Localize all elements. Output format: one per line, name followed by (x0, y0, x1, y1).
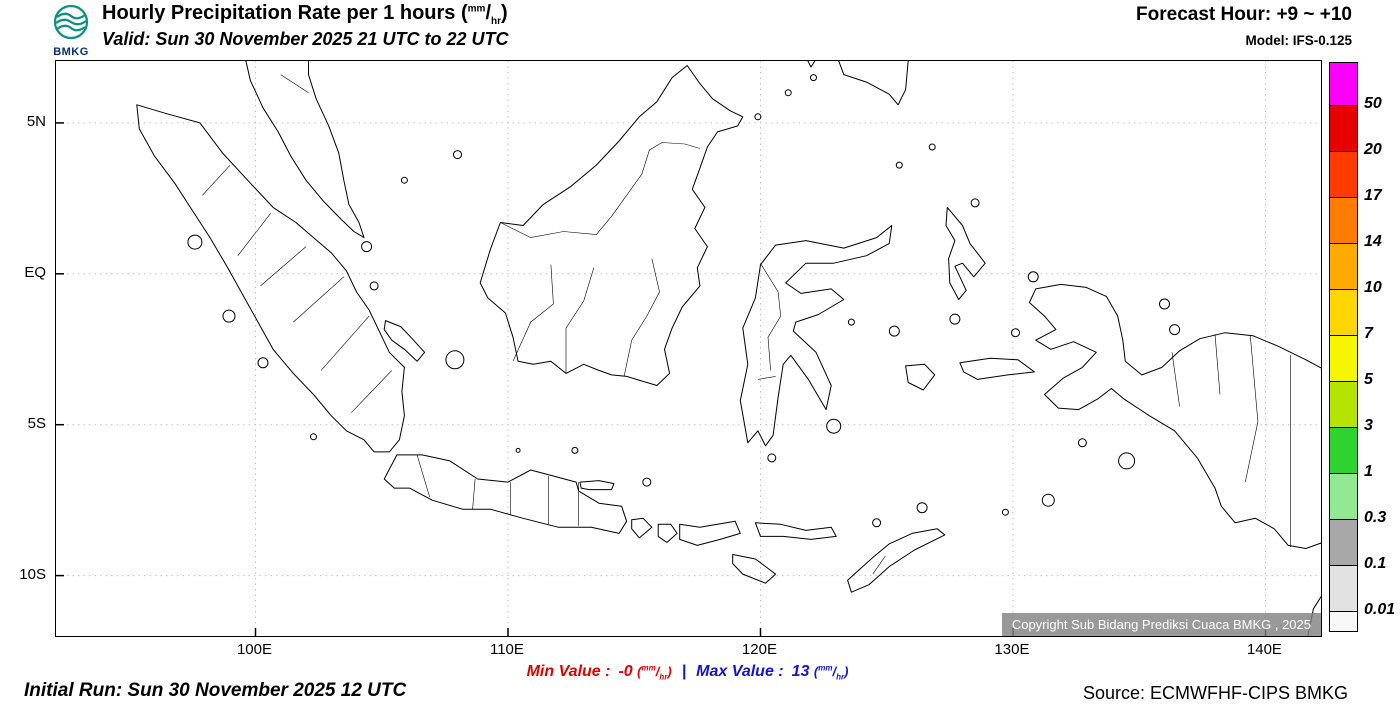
legend-value-label: 17 (1364, 187, 1382, 204)
legend-value-label: 7 (1364, 325, 1373, 342)
bmkg-logo: BMKG (44, 2, 98, 58)
legend-swatch (1330, 566, 1357, 612)
legend-value-label: 14 (1364, 233, 1382, 250)
bmkg-logo-text: BMKG (53, 46, 89, 58)
legend-swatch (1330, 152, 1357, 198)
legend-value-label: 0.01 (1364, 601, 1396, 618)
legend-swatch (1330, 244, 1357, 290)
min-value: -0 (618, 663, 633, 680)
longitude-axis-label: 130E (994, 641, 1030, 658)
map-vector-overlay (56, 46, 1332, 652)
page-title: Hourly Precipitation Rate per 1 hours (m… (102, 2, 508, 27)
latitude-axis-label: EQ (24, 263, 46, 281)
longitude-axis-label: 100E (236, 641, 272, 658)
copyright-watermark: Copyright Sub Bidang Prediksi Cuaca BMKG… (1001, 613, 1321, 636)
model-info: Model: IFS-0.125 (1245, 33, 1352, 48)
legend-swatch (1330, 612, 1357, 631)
latitude-axis-label: 5N (26, 112, 46, 130)
legend-value-label: 50 (1364, 95, 1382, 112)
map-area: Copyright Sub Bidang Prediksi Cuaca BMKG… (55, 46, 1332, 652)
legend-value-label: 5 (1364, 371, 1373, 388)
model-value: IFS-0.125 (1292, 33, 1352, 48)
forecast-hour-value: +9 ~ +10 (1276, 4, 1352, 25)
legend-value-label: 20 (1364, 141, 1382, 158)
unit-numerator: mm (467, 3, 486, 15)
legend-swatch (1330, 474, 1357, 520)
source-text: Source: ECMWFHF-CIPS BMKG (1082, 683, 1348, 703)
forecast-hour-label: Forecast Hour: (1136, 4, 1272, 25)
legend-swatch (1330, 290, 1357, 336)
page-title-unit: (mm/hr) (460, 2, 508, 27)
min-value-label: Min Value : (526, 663, 611, 680)
legend-value-label: 3 (1364, 417, 1373, 434)
legend-swatch (1330, 336, 1357, 382)
legend-value-label: 0.3 (1364, 509, 1387, 526)
gridlines (56, 61, 1321, 636)
tick-marks (56, 122, 1267, 636)
legend-swatch (1330, 382, 1357, 428)
coastlines (136, 46, 1332, 652)
initial-run-text: Initial Run: Sun 30 November 2025 12 UTC (24, 680, 407, 701)
legend-swatch (1330, 63, 1357, 106)
admin-boundaries (202, 74, 1291, 575)
minmax-separator: | (681, 663, 687, 680)
valid-time: Valid: Sun 30 November 2025 21 UTC to 22… (102, 29, 509, 49)
bmkg-logo-icon (53, 4, 89, 40)
model-label: Model: (1245, 33, 1289, 48)
longitude-axis-label: 120E (741, 641, 777, 658)
legend-swatch (1330, 520, 1357, 566)
latitude-axis-label: 10S (19, 565, 46, 583)
precipitation-layer (56, 61, 1321, 636)
page-title-text: Hourly Precipitation Rate per 1 hours (102, 2, 456, 24)
legend-swatch (1330, 106, 1357, 152)
max-value: 13 (791, 663, 810, 680)
legend-value-label: 0.1 (1364, 555, 1387, 572)
max-value-unit: (mm/hr) (813, 663, 849, 682)
unit-denominator: hr (491, 16, 502, 27)
coastline-layer (56, 46, 1332, 652)
legend-swatch (1330, 198, 1357, 244)
minmax-stats: Min Value : -0 (mm/hr) | Max Value : 13 (mm/… (55, 663, 1320, 682)
legend-swatch (1330, 428, 1357, 474)
longitude-axis-label: 110E (489, 641, 524, 658)
legend-value-label: 10 (1364, 279, 1382, 296)
latitude-axis-label: 5S (27, 414, 46, 432)
longitude-axis-label: 140E (1246, 641, 1282, 658)
min-value-unit: (mm/hr) (637, 663, 672, 682)
legend-color-scale (1329, 62, 1358, 632)
forecast-hour: Forecast Hour: +9 ~ +10 (1136, 4, 1352, 26)
max-value-label: Max Value : (696, 663, 784, 680)
legend-value-label: 1 (1364, 463, 1373, 480)
